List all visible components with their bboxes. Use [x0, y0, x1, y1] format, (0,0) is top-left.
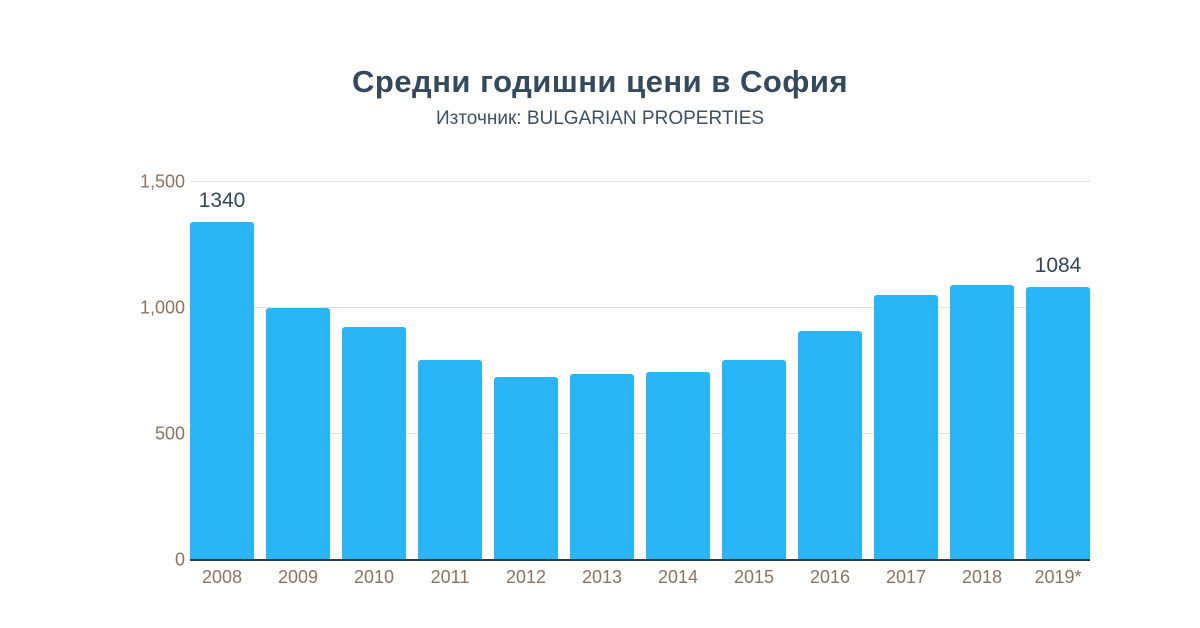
bar-column-2010 — [342, 182, 406, 560]
x-axis-label: 2008 — [201, 567, 243, 587]
y-axis-labels: 0 500 1,000 1,500 — [90, 172, 185, 570]
bar-2010 — [342, 326, 406, 560]
bar-column-2014 — [646, 182, 710, 560]
bar-value-label: 1340 — [198, 189, 246, 213]
x-axis-label: 2009 — [277, 567, 319, 587]
bar-column-2015 — [722, 182, 786, 560]
bar-2011 — [418, 359, 482, 560]
x-axis-labels: 2008 2009 2010 2011 2012 2013 2014 2015 2016 2017… — [190, 567, 1090, 588]
bar-2019* — [1026, 286, 1090, 560]
bar-2018 — [950, 285, 1014, 560]
gridline-1500 — [190, 181, 1090, 182]
x-axis-label: 2017 — [885, 567, 927, 587]
bar-column-2011 — [418, 182, 482, 560]
bar-column-2008: 1340 — [190, 182, 254, 560]
x-axis-line — [190, 559, 1090, 561]
x-axis-label: 2010 — [353, 567, 395, 587]
y-axis-tick-label: 1,000 — [139, 297, 185, 318]
bars-row: 1340 1084 — [190, 182, 1090, 560]
y-axis-tick-label: 1,500 — [139, 171, 185, 192]
bar-2009 — [266, 308, 330, 560]
y-axis-tick-label: 0 — [174, 549, 185, 570]
bar-2015 — [722, 359, 786, 560]
x-axis-label: 2011 — [430, 567, 470, 587]
bar-column-2012 — [494, 182, 558, 560]
x-axis-label: 2019* — [1034, 567, 1082, 587]
bar-2016 — [798, 330, 862, 560]
bar-column-2018 — [950, 182, 1014, 560]
x-axis-label: 2012 — [505, 567, 547, 587]
gridlines — [190, 181, 1090, 560]
x-axis-label: 2018 — [961, 567, 1003, 587]
bar-2017 — [874, 295, 938, 560]
bar-2013 — [570, 373, 634, 560]
bar-column-2009 — [266, 182, 330, 560]
y-axis-tick-label: 500 — [154, 423, 185, 444]
plot-area: 1340 1084 — [190, 181, 1090, 561]
x-axis-label: 2013 — [581, 567, 623, 587]
chart-title: Средни годишни цени в София — [351, 64, 849, 99]
bar-column-2016 — [798, 182, 862, 560]
bar-2012 — [494, 377, 558, 560]
bar-value-label: 1084 — [1034, 253, 1082, 277]
x-axis-label: 2016 — [809, 567, 851, 587]
bar-column-2013 — [570, 182, 634, 560]
x-axis-label: 2015 — [733, 567, 775, 587]
bar-2008 — [190, 222, 254, 560]
bar-2014 — [646, 372, 710, 560]
chart-subtitle: Източник: BULGARIAN PROPERTIES — [435, 108, 765, 129]
bar-column-2017 — [874, 182, 938, 560]
x-axis-label: 2014 — [657, 567, 699, 587]
bar-column-2019*: 1084 — [1026, 182, 1090, 560]
gridline-1000 — [190, 307, 1090, 308]
gridline-500 — [190, 433, 1090, 434]
